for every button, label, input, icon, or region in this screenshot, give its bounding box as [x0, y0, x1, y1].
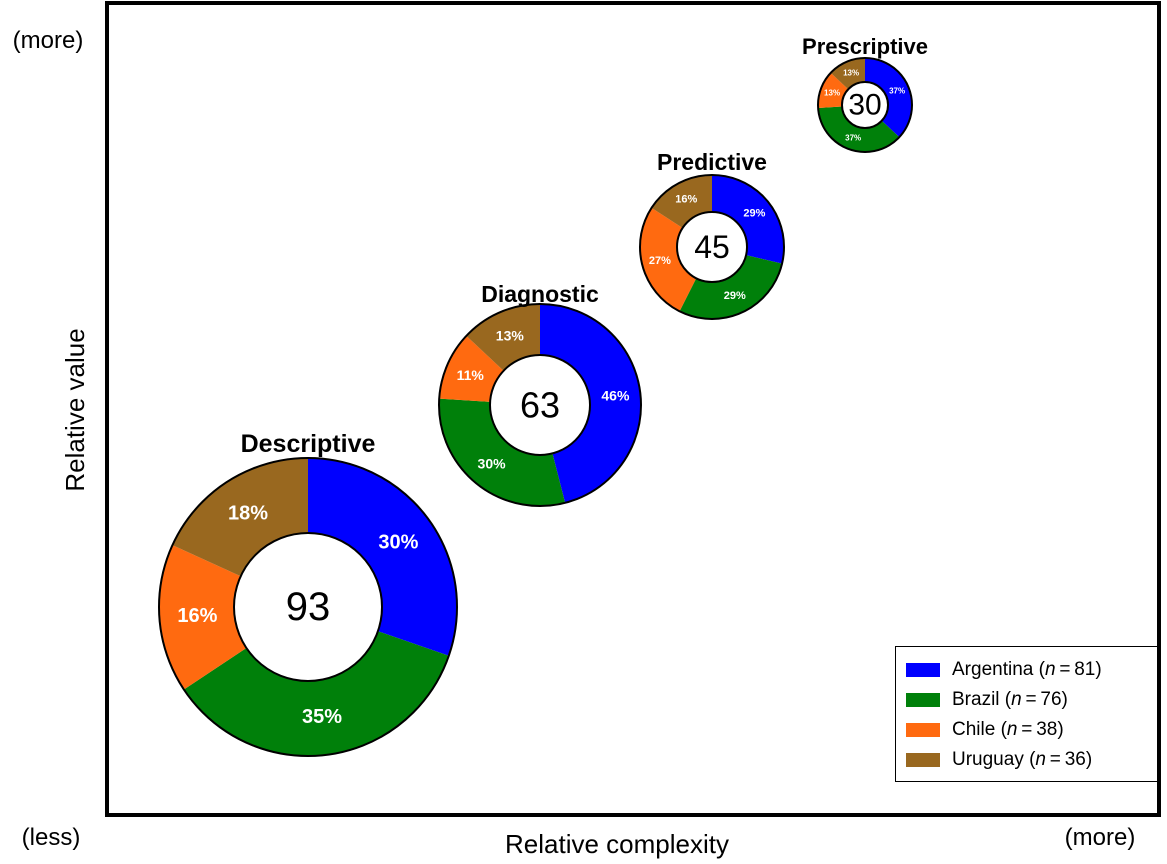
slice-prescriptive-brazil: [818, 106, 900, 153]
donut-total-prescriptive: 30: [848, 89, 881, 122]
slice-label-diagnostic-uruguay: 13%: [496, 327, 525, 343]
donut-outline: [158, 457, 458, 757]
slice-label-diagnostic-chile: 11%: [457, 367, 485, 383]
slice-label-descriptive-uruguay: 18%: [228, 503, 268, 525]
slice-label-predictive-argentina: 29%: [743, 208, 765, 220]
legend-swatch: [906, 723, 940, 737]
slice-label-predictive-brazil: 29%: [724, 290, 746, 302]
legend-item-argentina: Argentina (n = 81): [906, 655, 1157, 685]
slice-diagnostic-brazil: [439, 398, 566, 506]
x-high-label: (more): [1065, 824, 1136, 851]
plot-frame: [105, 1, 1161, 817]
donut-total-descriptive: 93: [286, 585, 331, 629]
donut-title-diagnostic: Diagnostic: [481, 281, 599, 307]
slice-descriptive-uruguay: [172, 458, 308, 577]
slice-label-predictive-uruguay: 16%: [675, 194, 697, 206]
donut-title-predictive: Predictive: [657, 149, 767, 175]
donut-hole: [676, 211, 748, 283]
slice-label-descriptive-argentina: 30%: [378, 532, 418, 554]
donut-title-descriptive: Descriptive: [241, 430, 376, 458]
slice-label-descriptive-chile: 16%: [177, 605, 217, 627]
slice-predictive-argentina: [712, 175, 785, 264]
donut-hole: [841, 81, 889, 129]
slice-predictive-chile: [640, 207, 697, 312]
donut-diagnostic: 46% 30% 11% 13% 63 Diagnostic: [438, 281, 642, 507]
legend-item-brazil: Brazil (n = 76): [906, 685, 1157, 715]
slice-label-prescriptive-uruguay: 13%: [843, 68, 859, 77]
slice-label-prescriptive-argentina: 37%: [889, 87, 905, 96]
y-high-label: (more): [13, 27, 84, 54]
slice-label-diagnostic-brazil: 30%: [478, 456, 507, 472]
donut-group: 30% 35% 16% 18% 93 Descriptive 46% 30% 11% 13% 63 D…: [158, 34, 928, 757]
donut-total-diagnostic: 63: [520, 385, 560, 426]
slice-label-descriptive-brazil: 35%: [302, 706, 342, 728]
legend: Argentina (n = 81) Brazil (n = 76) Chile (…: [895, 646, 1158, 782]
slice-label-predictive-chile: 27%: [649, 255, 671, 267]
slice-label-diagnostic-argentina: 46%: [601, 387, 630, 403]
legend-swatch: [906, 693, 940, 707]
donut-hole: [233, 532, 383, 682]
legend-label: Brazil (n = 76): [952, 689, 1068, 710]
x-axis-label: Relative complexity: [505, 829, 729, 859]
slice-descriptive-argentina: [308, 458, 457, 656]
donut-descriptive: 30% 35% 16% 18% 93 Descriptive: [158, 430, 458, 757]
slice-label-prescriptive-brazil: 37%: [845, 133, 861, 142]
donut-outline: [438, 303, 642, 507]
legend-item-chile: Chile (n = 38): [906, 715, 1157, 745]
slice-label-prescriptive-chile: 13%: [824, 89, 840, 98]
slice-prescriptive-argentina: [865, 58, 913, 138]
donut-total-predictive: 45: [694, 229, 730, 265]
legend-swatch: [906, 663, 940, 677]
slice-descriptive-chile: [159, 545, 247, 690]
legend-swatch: [906, 753, 940, 767]
donut-outline: [639, 174, 785, 320]
x-low-label: (less): [22, 824, 81, 851]
donut-title-prescriptive: Prescriptive: [802, 34, 928, 59]
donut-predictive: 29% 29% 27% 16% 45 Predictive: [639, 149, 785, 320]
donut-outline: [817, 57, 913, 153]
donut-hole: [489, 354, 591, 456]
slice-descriptive-brazil: [183, 631, 449, 757]
legend-label: Uruguay (n = 36): [952, 749, 1093, 770]
slice-diagnostic-chile: [439, 335, 504, 402]
y-axis-label: Relative value: [60, 328, 90, 491]
legend-label: Argentina (n = 81): [952, 659, 1102, 680]
slice-prescriptive-chile: [818, 72, 849, 108]
legend-item-uruguay: Uruguay (n = 36): [906, 745, 1157, 775]
donut-prescriptive: 37% 37% 13% 13% 30 Prescriptive: [802, 34, 928, 153]
legend-label: Chile (n = 38): [952, 719, 1064, 740]
